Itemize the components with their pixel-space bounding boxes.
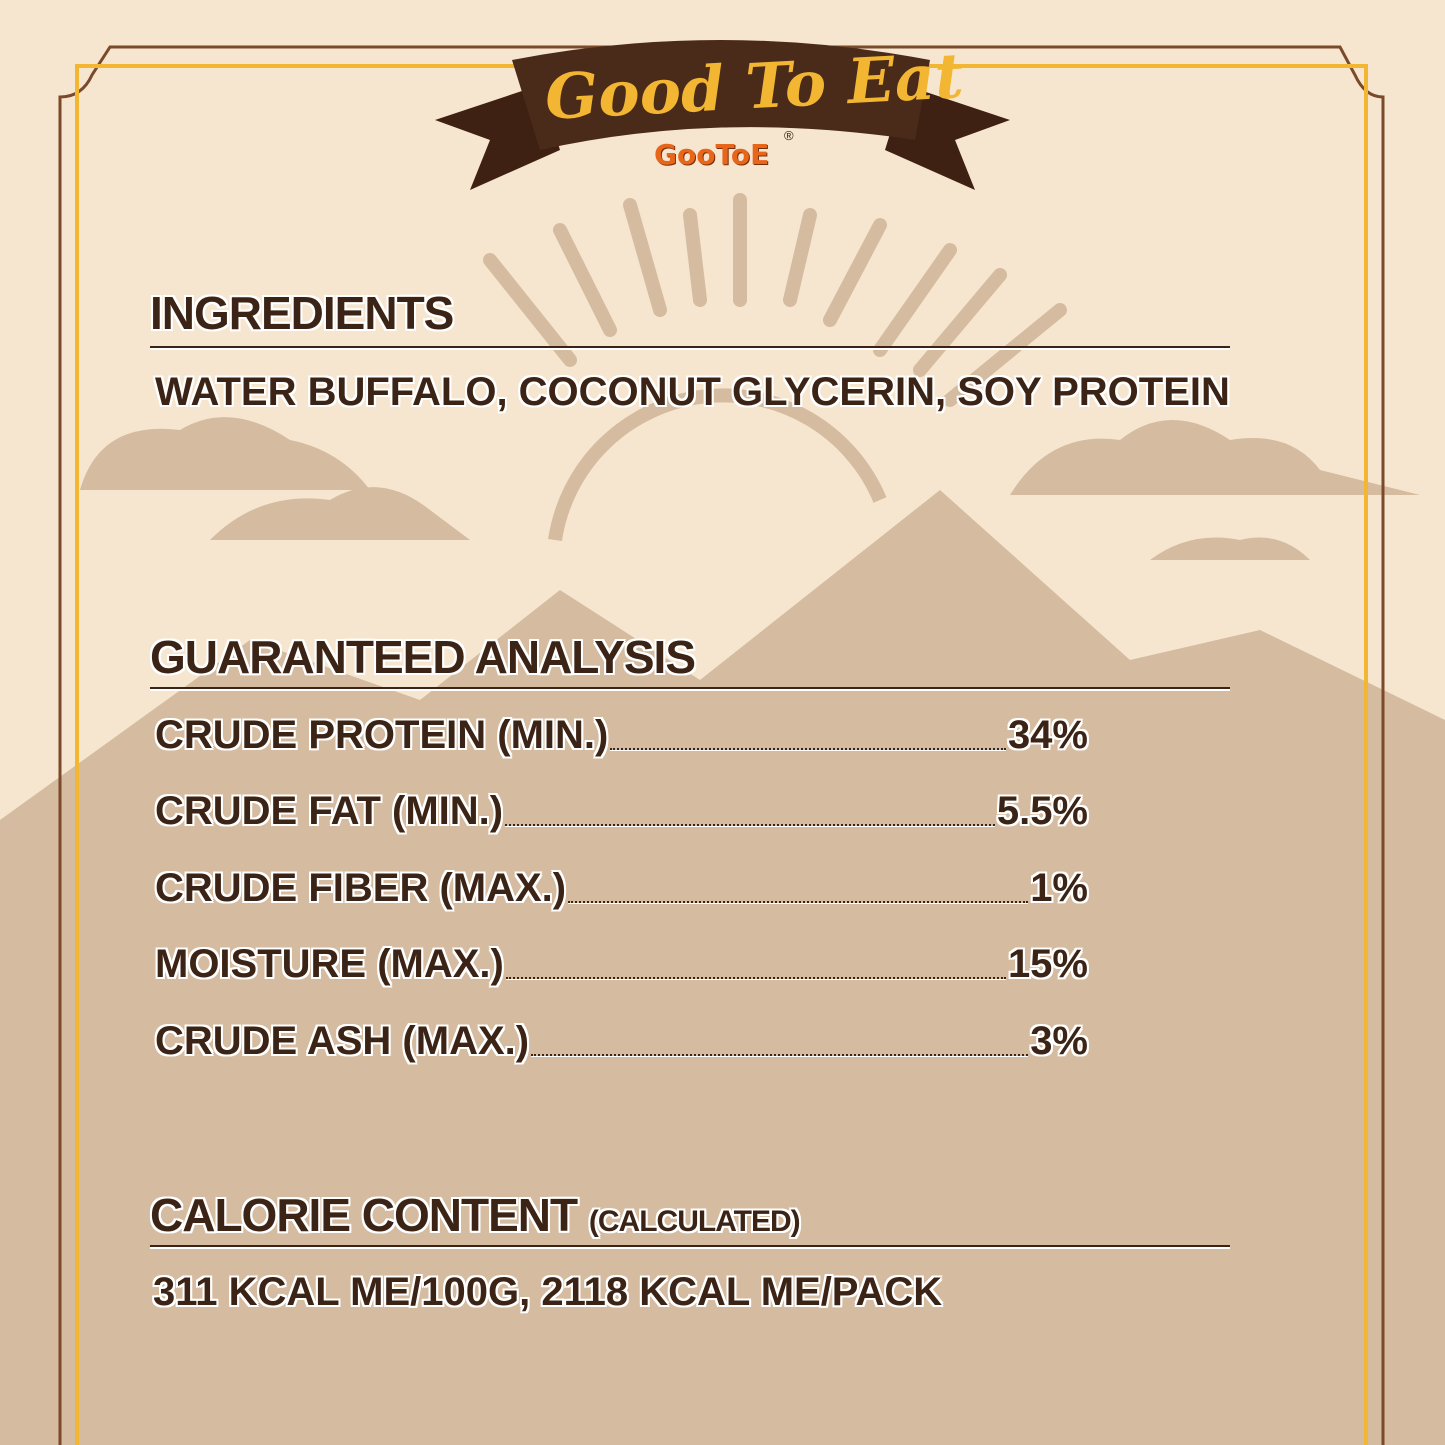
row-label: MOISTURE (MAX.) [155, 942, 504, 986]
row-value: 15% [1007, 942, 1088, 986]
row-value: 34% [1007, 713, 1088, 757]
calorie-text: 311 KCAL ME/100G, 2118 KCAL ME/PACK [153, 1270, 943, 1314]
registered-mark: ® [784, 128, 794, 143]
ingredients-title: INGREDIENTS [150, 287, 454, 339]
cloud-icon [80, 417, 370, 490]
dotted-leader [568, 901, 1029, 903]
divider [150, 346, 1230, 348]
dotted-leader [505, 977, 1006, 979]
row-value: 1% [1030, 866, 1088, 910]
calorie-note: (CALCULATED) [588, 1205, 801, 1238]
row-label: CRUDE ASH (MAX.) [155, 1019, 530, 1063]
analysis-row: CRUDE FAT (MIN.) 5.5% [155, 784, 1088, 834]
divider [150, 687, 1230, 689]
landscape-silhouette [0, 193, 1445, 1445]
row-value: 3% [1030, 1019, 1088, 1063]
analysis-row: MOISTURE (MAX.) 15% [155, 937, 1088, 987]
buffalo-silhouette [140, 737, 1019, 1330]
calorie-title: CALORIE CONTENT (CALCULATED) [150, 1188, 801, 1242]
analysis-row: CRUDE ASH (MAX.) 3% [155, 1014, 1088, 1064]
analysis-row: CRUDE FIBER (MAX.) 1% [155, 861, 1088, 911]
analysis-title: GUARANTEED ANALYSIS [150, 631, 696, 683]
row-label: CRUDE PROTEIN (MIN.) [155, 713, 609, 757]
sun-rays-icon [483, 193, 1067, 407]
dotted-leader [531, 1054, 1029, 1056]
row-label: CRUDE FAT (MIN.) [155, 789, 504, 833]
ribbon-banner [435, 40, 1010, 190]
dotted-leader [505, 824, 995, 826]
divider [150, 1245, 1230, 1247]
ingredients-text: WATER BUFFALO, COCONUT GLYCERIN, SOY PRO… [155, 370, 1230, 414]
row-value: 5.5% [996, 789, 1088, 833]
sun-icon [548, 388, 887, 542]
brand-logo: GooToE [654, 138, 770, 171]
analysis-row: CRUDE PROTEIN (MIN.) 34% [155, 708, 1088, 758]
row-label: CRUDE FIBER (MAX.) [155, 866, 567, 910]
calorie-title-text: CALORIE CONTENT [150, 1189, 578, 1241]
dotted-leader [610, 748, 1006, 750]
